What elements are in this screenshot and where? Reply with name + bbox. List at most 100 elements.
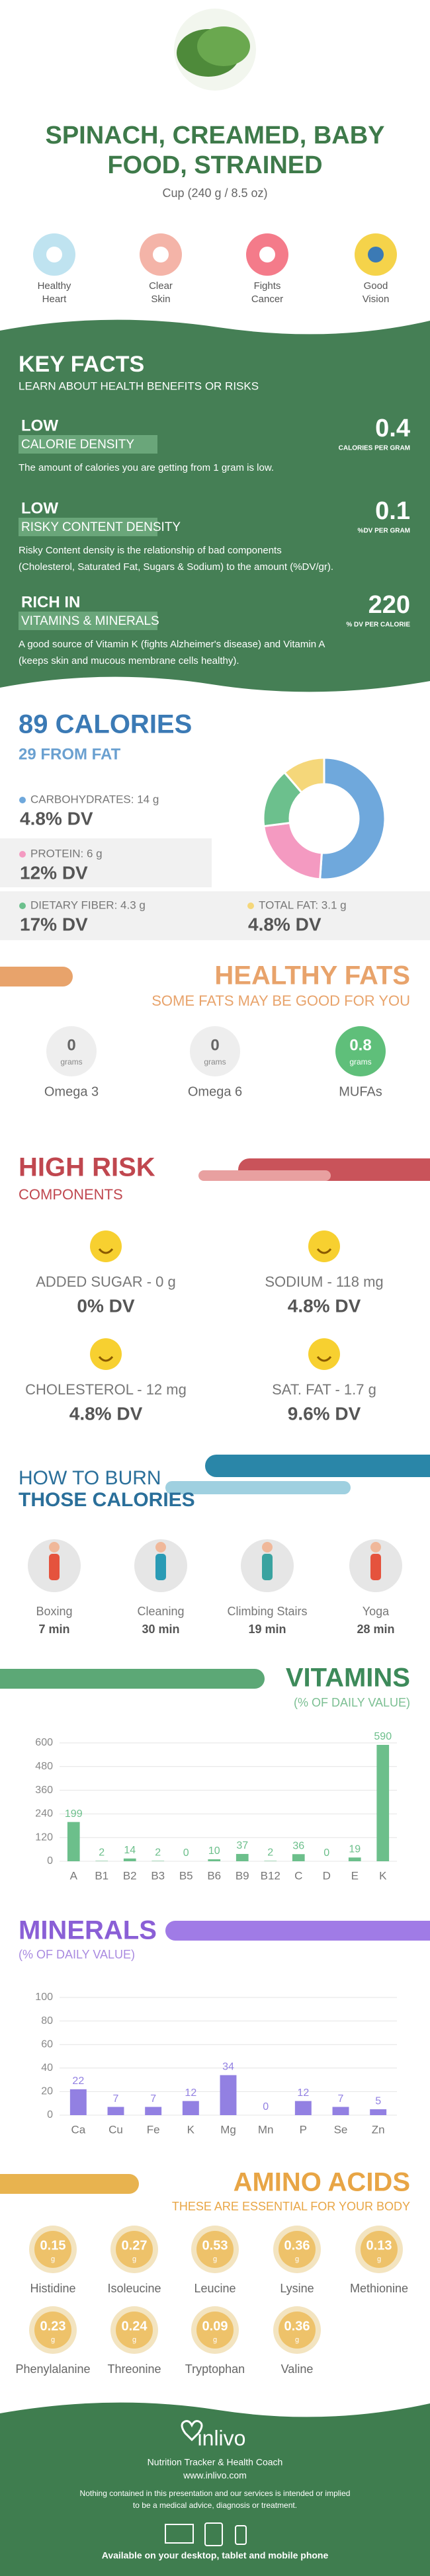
fact-unit: CALORIES PER GRAM: [339, 445, 410, 452]
fat-circle: [46, 1026, 97, 1076]
bar: [145, 2107, 162, 2115]
amino-unit: g: [51, 2255, 55, 2263]
bar: [294, 2101, 312, 2115]
y-tick-label: 20: [41, 2086, 53, 2097]
band: [0, 1669, 265, 1689]
benefit-label: Skin: [151, 294, 170, 305]
activity-time: 19 min: [248, 1623, 286, 1636]
bar-value-label: 12: [297, 2087, 309, 2099]
band: [0, 967, 73, 986]
amino-value: 0.13: [366, 2238, 392, 2253]
bar-value-label: 37: [236, 1840, 248, 1851]
amino-value: 0.15: [40, 2238, 66, 2253]
benefit-icon-inner: [368, 247, 384, 262]
benefit-icon-inner: [259, 247, 275, 262]
device-icon: [165, 2524, 194, 2544]
amino-name: Tryptophan: [185, 2362, 245, 2376]
amino-unit: g: [213, 2255, 217, 2263]
fact-unit: %DV PER GRAM: [358, 528, 410, 535]
risk-name: SAT. FAT - 1.7 g: [272, 1381, 376, 1398]
x-tick-label: Mg: [220, 2123, 236, 2136]
amino-circle: [196, 2312, 234, 2349]
amino-circle: [116, 2231, 153, 2268]
amino-value: 0.23: [40, 2319, 66, 2333]
serving: Cup (240 g / 8.5 oz): [162, 186, 267, 200]
dv-value: 12% DV: [20, 862, 88, 883]
url: www.inlivo.com: [183, 2470, 247, 2481]
bar-value-label: 2: [155, 1847, 161, 1859]
disclaimer: to be a medical advice, diagnosis or tre…: [133, 2501, 297, 2510]
bar-value-label: 34: [222, 2062, 234, 2073]
bar-value-label: 590: [374, 1731, 392, 1742]
y-tick-label: 360: [35, 1785, 53, 1796]
smiley-mouth: [316, 1248, 332, 1254]
bar: [376, 1744, 390, 1861]
legend-label: TOTAL FAT: 3.1 g: [259, 899, 347, 911]
activity-time: 7 min: [38, 1623, 69, 1636]
y-tick-label: 60: [41, 2038, 53, 2050]
x-tick-label: Ca: [71, 2123, 85, 2136]
amino-value: 0.09: [202, 2319, 228, 2333]
activity-name: Cleaning: [137, 1605, 184, 1618]
benefit-icon-inner: [46, 247, 62, 262]
fact-box: [19, 612, 157, 630]
row-bg: [0, 891, 430, 940]
y-tick-label: 600: [35, 1737, 53, 1748]
title: SPINACH, CREAMED, BABY: [45, 122, 384, 149]
bar-value-label: 10: [208, 1845, 220, 1857]
bar-value-label: 14: [124, 1845, 136, 1856]
activity-name: Climbing Stairs: [227, 1605, 307, 1618]
activity-body: [155, 1554, 166, 1580]
amino-circle: [116, 2312, 153, 2349]
fact-value: 0.1: [375, 497, 410, 525]
activity-time: 30 min: [142, 1623, 179, 1636]
chart-subtitle: (% OF DAILY VALUE): [19, 1948, 135, 1961]
chart-title: VITAMINS: [286, 1664, 410, 1693]
fact-desc: A good source of Vitamin K (fights Alzhe…: [19, 639, 325, 650]
x-tick-label: B9: [236, 1869, 249, 1882]
section-subtitle: 29 FROM FAT: [19, 745, 121, 763]
tagline: Nutrition Tracker & Health Coach: [148, 2457, 283, 2468]
bar-value-label: 0: [183, 1847, 189, 1859]
bar-value-label: 7: [338, 2093, 344, 2105]
y-tick-label: 100: [35, 1992, 53, 2003]
y-tick-label: 0: [47, 1855, 53, 1867]
bar: [370, 2109, 387, 2115]
fact-unit: % DV PER CALORIE: [346, 622, 410, 629]
smiley: [308, 1338, 340, 1370]
amino-name: Lysine: [280, 2282, 314, 2295]
donut-slice: [282, 756, 325, 794]
x-tick-label: Se: [334, 2123, 348, 2136]
amino-circle: [34, 2231, 71, 2268]
fact-value: 0.4: [375, 415, 410, 442]
fact-name: RISKY CONTENT DENSITY: [21, 520, 181, 534]
title: FOOD, STRAINED: [107, 151, 322, 179]
available: Available on your desktop, tablet and mo…: [102, 2550, 329, 2561]
amino-circle: [279, 2312, 316, 2349]
fat-value: 0: [67, 1036, 75, 1054]
amino-value: 0.36: [284, 2238, 310, 2253]
risk-dv: 9.6% DV: [288, 1403, 361, 1424]
bar-value-label: 0: [323, 1847, 329, 1859]
benefit-label: Cancer: [251, 294, 283, 305]
section-subtitle: SOME FATS MAY BE GOOD FOR YOU: [151, 992, 410, 1009]
x-tick-label: K: [187, 2123, 195, 2136]
risk-dv: 4.8% DV: [69, 1403, 143, 1424]
fat-value: 0.8: [349, 1036, 371, 1054]
smiley-mouth: [316, 1355, 332, 1362]
bar-value-label: 19: [349, 1844, 361, 1855]
x-tick-label: Cu: [108, 2123, 123, 2136]
amino-unit: g: [295, 2336, 299, 2344]
fat-circle: [190, 1026, 240, 1076]
device-icon: [235, 2525, 247, 2545]
spinach: [197, 26, 250, 66]
fact-desc: (keeps skin and mucous membrane cells he…: [19, 655, 239, 666]
amino-name: Methionine: [350, 2282, 408, 2295]
bar: [236, 1853, 249, 1861]
section-title: KEY FACTS: [19, 352, 144, 377]
benefit-label: Fights: [254, 280, 281, 292]
brand: inlivo: [198, 2426, 246, 2450]
legend-dot: [19, 797, 26, 803]
fact-level: RICH IN: [21, 593, 80, 611]
smiley: [90, 1230, 122, 1262]
